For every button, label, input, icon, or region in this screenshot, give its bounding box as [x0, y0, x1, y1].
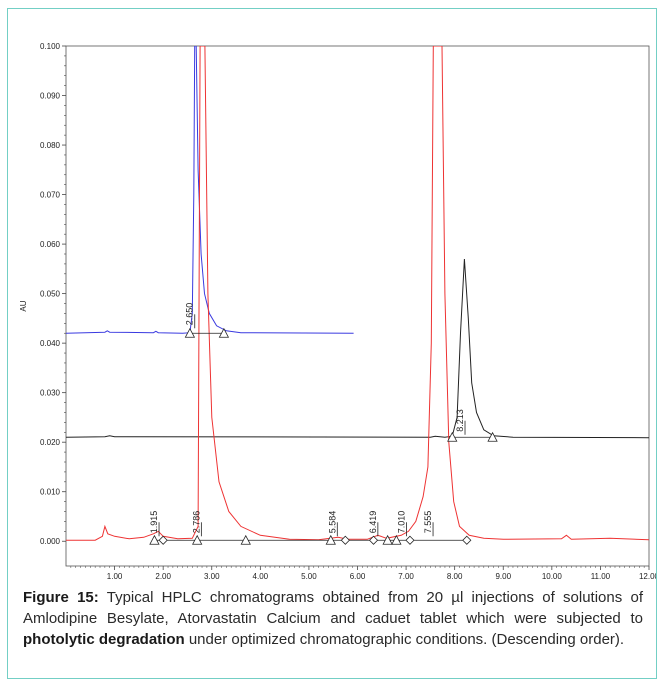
x-tick-label: 3.00 [204, 572, 220, 581]
triangle-marker [447, 431, 458, 442]
y-tick-label: 0.030 [40, 389, 61, 398]
diamond-marker [462, 535, 472, 545]
caption-text-after: under optimized chromatographic conditio… [184, 631, 625, 648]
x-tick-label: 2.00 [155, 572, 171, 581]
series-line-2 [66, 46, 649, 541]
caption-text-before: Typical HPLC chromatograms obtained from… [23, 589, 643, 627]
plot-frame [65, 45, 650, 567]
figure-frame: 0.000 0.010 0.020 0.030 0.040 0.050 0.060 0.070… [7, 8, 657, 679]
peak-label: 5.584 [327, 511, 337, 534]
y-axis-title: AU [19, 300, 28, 311]
figure-caption: Figure 15: Typical HPLC chromatograms ob… [23, 587, 643, 650]
series-line-0 [66, 46, 354, 334]
y-tick-label: 0.060 [40, 240, 61, 249]
figure-label: Figure 15: [23, 589, 99, 606]
triangle-marker [391, 534, 402, 545]
y-tick-label: 0.070 [40, 191, 61, 200]
x-tick-label: 4.00 [253, 572, 269, 581]
triangle-marker [149, 534, 160, 545]
diamond-marker [368, 535, 379, 545]
triangle-marker [325, 534, 336, 545]
triangle-marker [192, 534, 203, 545]
x-tick-label: 1.00 [107, 572, 123, 581]
y-tick-label: 0.050 [40, 290, 61, 299]
peak-label: 6.419 [368, 511, 378, 534]
triangle-marker [487, 431, 498, 442]
peak-label: 1.915 [149, 511, 159, 534]
y-tick-label: 0.100 [40, 42, 61, 51]
peak-label: 7.555 [423, 511, 433, 534]
triangle-marker [218, 327, 230, 338]
diamond-marker [405, 535, 415, 545]
y-tick-label: 0.000 [40, 537, 61, 546]
triangle-marker [240, 534, 251, 545]
y-tick-label: 0.020 [40, 438, 61, 447]
diamond-marker [158, 535, 168, 545]
y-tick-label: 0.080 [40, 141, 61, 150]
series-line-1 [66, 258, 649, 439]
peak-label: 8.213 [455, 409, 465, 432]
x-tick-label: 10.00 [542, 572, 563, 581]
y-tick-label: 0.090 [40, 92, 61, 101]
x-tick-label: 6.00 [350, 572, 366, 581]
x-tick-label: 11.00 [591, 572, 611, 581]
peak-label: 7.010 [397, 511, 407, 534]
triangle-marker [184, 327, 196, 338]
x-tick-label: 12.00 [639, 572, 656, 581]
caption-emphasis: photolytic degradation [23, 631, 185, 648]
x-tick-label: 7.00 [398, 572, 414, 581]
peak-label: 2.786 [191, 511, 201, 534]
hplc-chromatogram-chart: 0.000 0.010 0.020 0.030 0.040 0.050 0.060 0.070… [19, 42, 656, 581]
x-tick-label: 8.00 [447, 572, 463, 581]
y-tick-label: 0.040 [40, 339, 61, 348]
peak-label: 2.650 [185, 303, 195, 326]
x-tick-label: 5.00 [301, 572, 317, 581]
y-tick-label: 0.010 [40, 488, 61, 497]
x-tick-label: 9.00 [495, 572, 511, 581]
triangle-marker [382, 534, 393, 545]
diamond-marker [340, 535, 350, 545]
